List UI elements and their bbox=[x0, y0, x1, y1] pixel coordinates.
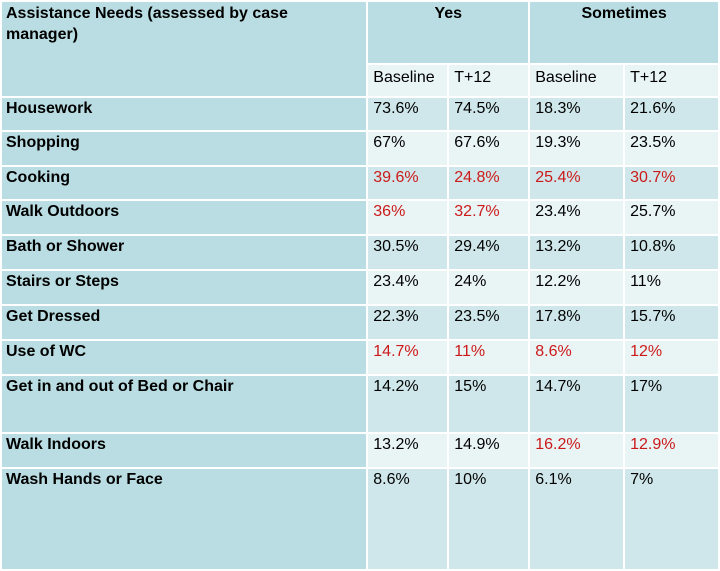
cell-sometimes-baseline: 17.8% bbox=[528, 304, 626, 341]
cell-yes-baseline: 30.5% bbox=[366, 234, 450, 271]
cell-yes-t12: 24.8% bbox=[447, 165, 531, 201]
cell-sometimes-t12: 25.7% bbox=[623, 199, 720, 236]
cell-yes-t12: 10% bbox=[447, 467, 531, 571]
cell-sometimes-baseline: 23.4% bbox=[528, 199, 626, 236]
row-label: Bath or Shower bbox=[0, 234, 369, 271]
cell-yes-t12: 11% bbox=[447, 339, 531, 376]
cell-yes-t12: 24% bbox=[447, 269, 531, 306]
cell-sometimes-t12: 12.9% bbox=[623, 432, 720, 469]
row-label: Walk Outdoors bbox=[0, 199, 369, 236]
row-label: Stairs or Steps bbox=[0, 269, 369, 306]
table-row: Get Dressed 22.3% 23.5% 17.8% 15.7% bbox=[0, 304, 720, 341]
cell-yes-baseline: 23.4% bbox=[366, 269, 450, 306]
cell-yes-t12: 14.9% bbox=[447, 432, 531, 469]
cell-yes-baseline: 22.3% bbox=[366, 304, 450, 341]
row-label: Use of WC bbox=[0, 339, 369, 376]
cell-yes-t12: 15% bbox=[447, 374, 531, 434]
cell-yes-baseline: 14.7% bbox=[366, 339, 450, 376]
table-row: Stairs or Steps 23.4% 24% 12.2% 11% bbox=[0, 269, 720, 306]
subheader-yes-baseline: Baseline bbox=[366, 63, 450, 98]
cell-sometimes-t12: 21.6% bbox=[623, 96, 720, 132]
table-row: Walk Indoors 13.2% 14.9% 16.2% 12.9% bbox=[0, 432, 720, 469]
cell-sometimes-baseline: 19.3% bbox=[528, 130, 626, 167]
cell-sometimes-t12: 30.7% bbox=[623, 165, 720, 201]
cell-yes-baseline: 13.2% bbox=[366, 432, 450, 469]
cell-sometimes-baseline: 14.7% bbox=[528, 374, 626, 434]
table-row: Housework 73.6% 74.5% 18.3% 21.6% bbox=[0, 96, 720, 132]
cell-yes-t12: 67.6% bbox=[447, 130, 531, 167]
row-label: Get in and out of Bed or Chair bbox=[0, 374, 369, 434]
row-label: Shopping bbox=[0, 130, 369, 167]
table-body: Housework 73.6% 74.5% 18.3% 21.6% Shopping 67%… bbox=[0, 96, 720, 571]
cell-sometimes-t12: 11% bbox=[623, 269, 720, 306]
table-row: Bath or Shower 30.5% 29.4% 13.2% 10.8% bbox=[0, 234, 720, 271]
cell-yes-baseline: 14.2% bbox=[366, 374, 450, 434]
table-row: Use of WC 14.7% 11% 8.6% 12% bbox=[0, 339, 720, 376]
cell-sometimes-baseline: 12.2% bbox=[528, 269, 626, 306]
cell-sometimes-baseline: 18.3% bbox=[528, 96, 626, 132]
header-row-periods: Baseline T+12 Baseline T+12 bbox=[1, 63, 720, 98]
row-label: Walk Indoors bbox=[0, 432, 369, 469]
cell-sometimes-baseline: 8.6% bbox=[528, 339, 626, 376]
cell-sometimes-t12: 23.5% bbox=[623, 130, 720, 167]
cell-yes-baseline: 67% bbox=[366, 130, 450, 167]
cell-sometimes-t12: 17% bbox=[623, 374, 720, 434]
table-row: Walk Outdoors 36% 32.7% 23.4% 25.7% bbox=[0, 199, 720, 236]
group-header-sometimes: Sometimes bbox=[528, 0, 720, 65]
subheader-yes-t12: T+12 bbox=[447, 63, 531, 98]
table-title: Assistance Needs (assessed by case manag… bbox=[0, 0, 369, 98]
table-row: Cooking 39.6% 24.8% 25.4% 30.7% bbox=[0, 165, 720, 201]
cell-sometimes-t12: 15.7% bbox=[623, 304, 720, 341]
table-row: Wash Hands or Face 8.6% 10% 6.1% 7% bbox=[0, 467, 720, 571]
cell-sometimes-t12: 12% bbox=[623, 339, 720, 376]
group-header-yes: Yes bbox=[366, 0, 531, 65]
row-label: Housework bbox=[0, 96, 369, 132]
cell-yes-t12: 74.5% bbox=[447, 96, 531, 132]
row-label: Cooking bbox=[0, 165, 369, 201]
table-row: Get in and out of Bed or Chair 14.2% 15% 14… bbox=[0, 374, 720, 434]
cell-yes-baseline: 73.6% bbox=[366, 96, 450, 132]
cell-sometimes-baseline: 25.4% bbox=[528, 165, 626, 201]
subheader-sometimes-baseline: Baseline bbox=[528, 63, 626, 98]
header-row-groups: Assistance Needs (assessed by case manag… bbox=[0, 0, 720, 98]
cell-sometimes-baseline: 6.1% bbox=[528, 467, 626, 571]
cell-yes-t12: 23.5% bbox=[447, 304, 531, 341]
row-label: Wash Hands or Face bbox=[0, 467, 369, 571]
cell-sometimes-t12: 7% bbox=[623, 467, 720, 571]
cell-yes-baseline: 36% bbox=[366, 199, 450, 236]
subheader-sometimes-t12: T+12 bbox=[623, 63, 720, 98]
cell-yes-baseline: 39.6% bbox=[366, 165, 450, 201]
cell-sometimes-t12: 10.8% bbox=[623, 234, 720, 271]
cell-yes-t12: 32.7% bbox=[447, 199, 531, 236]
cell-sometimes-baseline: 16.2% bbox=[528, 432, 626, 469]
cell-yes-baseline: 8.6% bbox=[366, 467, 450, 571]
row-label: Get Dressed bbox=[0, 304, 369, 341]
cell-sometimes-baseline: 13.2% bbox=[528, 234, 626, 271]
cell-yes-t12: 29.4% bbox=[447, 234, 531, 271]
table-row: Shopping 67% 67.6% 19.3% 23.5% bbox=[0, 130, 720, 167]
